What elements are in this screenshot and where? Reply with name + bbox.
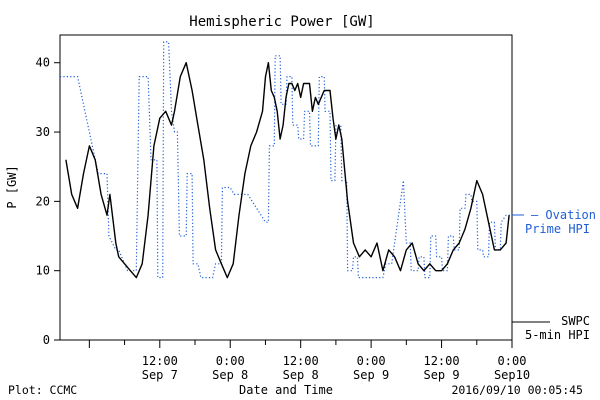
x-tick-label-date: Sep 8 bbox=[283, 368, 319, 382]
x-axis-label: Date and Time bbox=[239, 383, 333, 397]
ovation-prime-series-line bbox=[60, 41, 512, 279]
x-tick-label-time: 0:00 bbox=[216, 354, 245, 368]
legend-ovation-label-line2: Prime HPI bbox=[525, 222, 590, 236]
chart-title: Hemispheric Power [GW] bbox=[189, 14, 374, 30]
x-tick-label-date: Sep 9 bbox=[423, 368, 459, 382]
x-tick-label-time: 0:00 bbox=[357, 354, 386, 368]
y-axis-label: P [GW] bbox=[5, 165, 19, 208]
x-tick-label-time: 12:00 bbox=[142, 354, 178, 368]
x-tick-label-time: 12:00 bbox=[283, 354, 319, 368]
x-tick-label-date: Sep 8 bbox=[212, 368, 248, 382]
swpc-series-line bbox=[65, 62, 510, 279]
x-tick-label-date: Sep10 bbox=[494, 368, 530, 382]
y-tick-label: 30 bbox=[36, 125, 50, 139]
footer-timestamp: 2016/09/10 00:05:45 bbox=[451, 383, 583, 397]
y-tick-label: 10 bbox=[36, 264, 50, 278]
legend-swpc-label-line1: SWPC bbox=[561, 314, 590, 328]
y-tick-label: 40 bbox=[36, 56, 50, 70]
x-tick-label-time: 12:00 bbox=[423, 354, 459, 368]
legend-swpc-label-line2: 5-min HPI bbox=[525, 328, 590, 342]
y-tick-label: 0 bbox=[43, 333, 50, 347]
plot-frame bbox=[59, 34, 513, 341]
x-tick-label-time: 0:00 bbox=[498, 354, 527, 368]
x-tick-label-date: Sep 9 bbox=[353, 368, 389, 382]
legend-ovation-label-line1: — Ovation bbox=[531, 208, 596, 222]
x-tick-label-date: Sep 7 bbox=[142, 368, 178, 382]
y-axis: 0 10 20 30 40 bbox=[36, 56, 60, 347]
series-group bbox=[60, 41, 512, 279]
footer-plot-credit: Plot: CCMC bbox=[8, 383, 77, 397]
y-tick-label: 20 bbox=[36, 194, 50, 208]
